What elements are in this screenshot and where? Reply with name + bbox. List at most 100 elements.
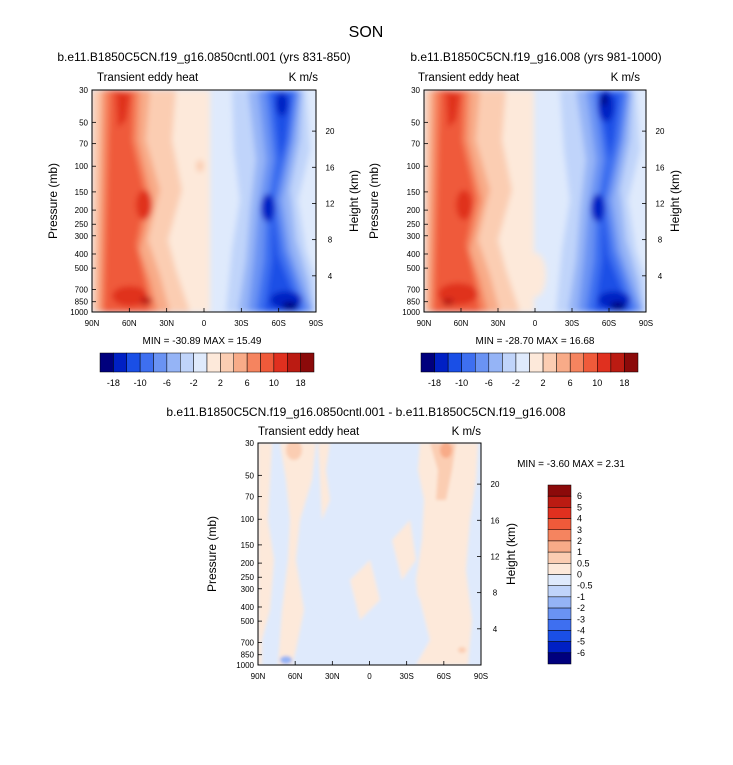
colorbar-box bbox=[126, 352, 141, 373]
y-tick-label: 300 bbox=[75, 232, 89, 241]
panel-1-left-string: Transient eddy heat bbox=[97, 72, 199, 84]
colorbar-box bbox=[597, 352, 612, 373]
y-tick-label: 50 bbox=[245, 471, 254, 480]
y-right-tick-label: 20 bbox=[326, 127, 335, 136]
y-tick-label: 300 bbox=[241, 585, 255, 594]
x-tick-label: 0 bbox=[367, 672, 372, 681]
y-tick-label: 150 bbox=[241, 541, 255, 550]
y-right-tick-label: 16 bbox=[491, 516, 500, 525]
panel-3-title: b.e11.B1850C5CN.f19_g16.0850cntl.001 - b… bbox=[166, 405, 566, 419]
y-tick-label: 200 bbox=[407, 206, 421, 215]
colorbar-label: 2 bbox=[218, 378, 223, 388]
colorbar-label: -3 bbox=[577, 614, 585, 624]
colorbar-box bbox=[99, 352, 114, 373]
colorbar-label: 3 bbox=[577, 525, 582, 535]
panel-2-right-string: K m/s bbox=[611, 72, 641, 84]
colorbar-box bbox=[547, 484, 572, 497]
colorbar-box bbox=[583, 352, 598, 373]
panel-2-axes: 90N 60N 30N 0 30S 60S 90S 30 50 70 100 150 200 250 300… bbox=[402, 86, 665, 328]
colorbar-box bbox=[515, 352, 530, 373]
panel-2-ylabel-right: Height (km) bbox=[668, 170, 682, 232]
colorbar-box bbox=[547, 529, 572, 542]
panel-3-contour-field bbox=[258, 443, 481, 665]
colorbar-label: -1 bbox=[577, 592, 585, 602]
y-tick-label: 150 bbox=[75, 188, 89, 197]
colorbar-box bbox=[556, 352, 571, 373]
colorbar-box bbox=[153, 352, 168, 373]
x-tick-label: 90N bbox=[417, 319, 432, 328]
y-right-tick-label: 12 bbox=[326, 199, 335, 208]
y-tick-label: 700 bbox=[241, 638, 255, 647]
panel-1-ylabel: Pressure (mb) bbox=[46, 163, 60, 239]
y-tick-label: 50 bbox=[79, 118, 88, 127]
colorbar-box bbox=[434, 352, 449, 373]
panel-3-axes: 90N 60N 30N 0 30S 60S 90S 30 50 70 100 150 200 250 300… bbox=[236, 439, 500, 681]
colorbar-box bbox=[547, 596, 572, 609]
y-right-tick-label: 16 bbox=[656, 163, 665, 172]
y-tick-label: 150 bbox=[407, 188, 421, 197]
y-tick-label: 50 bbox=[411, 118, 420, 127]
y-right-tick-label: 12 bbox=[491, 552, 500, 561]
colorbar-box bbox=[547, 551, 572, 564]
colorbar-box bbox=[246, 352, 261, 373]
y-right-tick-label: 12 bbox=[656, 199, 665, 208]
x-tick-label: 0 bbox=[202, 319, 207, 328]
colorbar-box bbox=[273, 352, 288, 373]
y-tick-label: 30 bbox=[411, 86, 420, 95]
colorbar-label: 18 bbox=[296, 378, 306, 388]
colorbar-label: -6 bbox=[163, 378, 171, 388]
colorbar-label: -0.5 bbox=[577, 581, 593, 591]
colorbar-label: 10 bbox=[269, 378, 279, 388]
y-tick-label: 700 bbox=[407, 285, 421, 294]
panel-2: b.e11.B1850C5CN.f19_g16.008 (yrs 981-100… bbox=[367, 50, 682, 388]
colorbar-label: -5 bbox=[577, 637, 585, 647]
colorbar-box bbox=[420, 352, 435, 373]
colorbar-label: -10 bbox=[455, 378, 468, 388]
colorbar-box bbox=[113, 352, 127, 373]
y-tick-label: 400 bbox=[75, 250, 89, 259]
panel-1-ylabel-right: Height (km) bbox=[347, 170, 361, 232]
y-tick-label: 250 bbox=[241, 573, 255, 582]
y-tick-label: 100 bbox=[407, 162, 421, 171]
panel-2-title: b.e11.B1850C5CN.f19_g16.008 (yrs 981-100… bbox=[410, 50, 661, 64]
panel-2-min-max: MIN = -28.70 MAX = 16.68 bbox=[476, 336, 595, 347]
panel-3-ylabel-right: Height (km) bbox=[504, 523, 518, 585]
colorbar-box bbox=[547, 641, 572, 654]
colorbar-box bbox=[547, 563, 572, 575]
colorbar-box bbox=[475, 352, 490, 373]
colorbar-box bbox=[547, 518, 572, 530]
panel-1-right-string: K m/s bbox=[289, 72, 319, 84]
colorbar-label: 2 bbox=[577, 536, 582, 546]
y-tick-label: 70 bbox=[411, 140, 420, 149]
colorbar-label: 6 bbox=[577, 491, 582, 501]
y-tick-label: 70 bbox=[79, 140, 88, 149]
colorbar-box bbox=[624, 352, 639, 373]
colorbar-label: -6 bbox=[577, 648, 585, 658]
colorbar-box bbox=[547, 630, 572, 642]
colorbar-box bbox=[547, 652, 572, 665]
y-tick-label: 200 bbox=[75, 206, 89, 215]
colorbar-box bbox=[488, 352, 503, 373]
colorbar-box bbox=[287, 352, 301, 373]
colorbar-box bbox=[569, 352, 584, 373]
colorbar-box bbox=[610, 352, 625, 373]
colorbar-label: 0 bbox=[577, 570, 582, 580]
y-tick-label: 300 bbox=[407, 232, 421, 241]
colorbar-box bbox=[139, 352, 154, 373]
x-tick-label: 0 bbox=[533, 319, 538, 328]
x-tick-label: 90S bbox=[309, 319, 323, 328]
y-right-tick-label: 8 bbox=[493, 589, 498, 598]
panel-3-min-max: MIN = -3.60 MAX = 2.31 bbox=[517, 459, 625, 470]
y-right-tick-label: 16 bbox=[326, 163, 335, 172]
colorbar-label: 1 bbox=[577, 547, 582, 557]
colorbar-label: -2 bbox=[190, 378, 198, 388]
y-tick-label: 500 bbox=[407, 264, 421, 273]
y-right-tick-label: 20 bbox=[491, 480, 500, 489]
y-tick-label: 850 bbox=[75, 298, 89, 307]
y-tick-label: 250 bbox=[75, 220, 89, 229]
x-tick-label: 60S bbox=[437, 672, 451, 681]
y-tick-label: 30 bbox=[79, 86, 88, 95]
y-tick-label: 850 bbox=[241, 651, 255, 660]
colorbar-box bbox=[542, 352, 557, 373]
colorbar-label: 2 bbox=[541, 378, 546, 388]
